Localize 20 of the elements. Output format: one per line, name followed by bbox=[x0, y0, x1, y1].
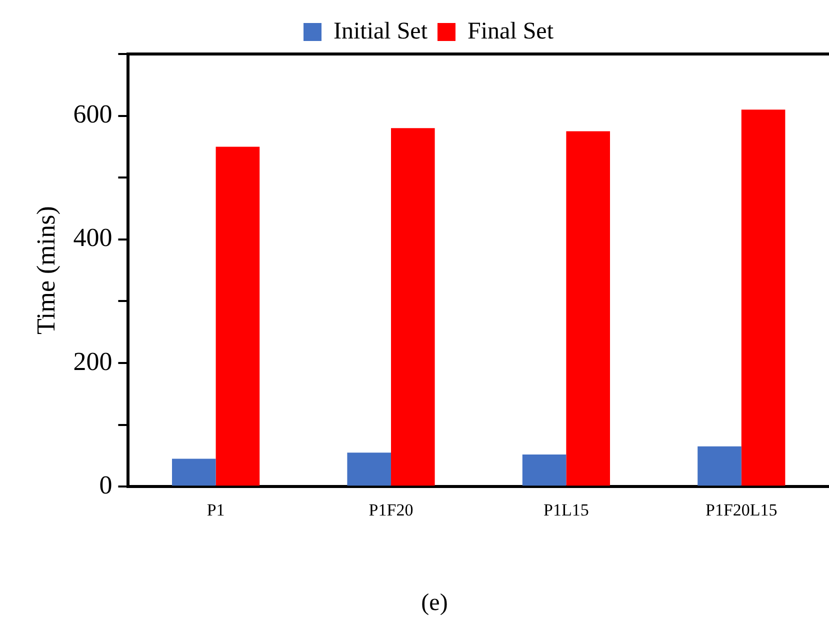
y-axis-title: Time (mins) bbox=[31, 206, 60, 334]
bar bbox=[566, 131, 610, 486]
x-tick-label: P1L15 bbox=[544, 500, 589, 520]
bar bbox=[522, 454, 566, 486]
bar bbox=[391, 128, 435, 486]
text: (e) bbox=[420, 590, 449, 617]
legend-label: Final Set bbox=[467, 18, 554, 44]
x-tick-label: P1F20L15 bbox=[706, 500, 778, 520]
bar bbox=[347, 452, 391, 486]
y-tick-label: 0 bbox=[99, 470, 112, 500]
y-tick-label: 600 bbox=[73, 100, 112, 129]
bar bbox=[172, 458, 216, 486]
y-tick-label: 400 bbox=[73, 223, 112, 252]
bar bbox=[741, 110, 786, 486]
x-tick-label: P1 bbox=[206, 500, 225, 520]
bar bbox=[698, 446, 742, 486]
y-tick-label: 200 bbox=[73, 346, 112, 376]
x-tick-label: P1F20 bbox=[368, 500, 414, 520]
bar bbox=[216, 146, 260, 486]
legend-label: Initial Set bbox=[334, 18, 428, 44]
